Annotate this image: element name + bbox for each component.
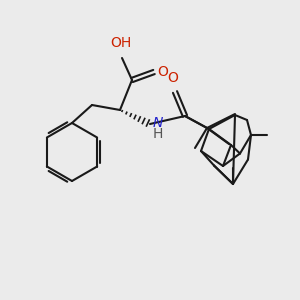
Text: N: N — [153, 116, 164, 130]
Text: O: O — [168, 71, 178, 85]
Text: O: O — [157, 65, 168, 79]
Text: OH: OH — [110, 36, 132, 50]
Text: H: H — [153, 127, 164, 141]
